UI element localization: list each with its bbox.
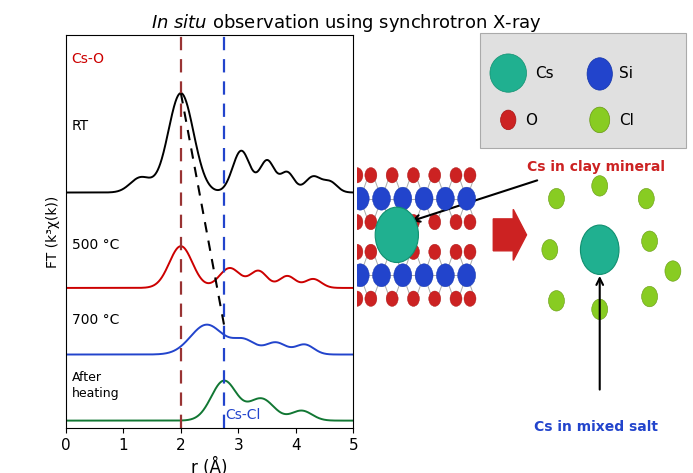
Circle shape: [386, 214, 398, 230]
Text: O: O: [525, 113, 537, 128]
Circle shape: [429, 214, 441, 230]
Circle shape: [415, 264, 433, 287]
Circle shape: [592, 299, 608, 320]
Circle shape: [638, 188, 654, 209]
Text: Cs-O: Cs-O: [71, 53, 105, 66]
Circle shape: [429, 167, 441, 183]
Circle shape: [351, 167, 363, 183]
Circle shape: [642, 231, 658, 252]
Text: Si: Si: [619, 66, 633, 81]
Circle shape: [450, 244, 462, 260]
Circle shape: [386, 291, 398, 307]
Circle shape: [351, 291, 363, 307]
Circle shape: [457, 264, 475, 287]
Circle shape: [542, 239, 558, 260]
Circle shape: [464, 214, 476, 230]
Circle shape: [548, 188, 565, 209]
Circle shape: [500, 110, 516, 130]
Circle shape: [386, 167, 398, 183]
Circle shape: [464, 291, 476, 307]
Circle shape: [365, 291, 377, 307]
Circle shape: [373, 187, 390, 210]
Circle shape: [375, 207, 419, 263]
Circle shape: [386, 244, 398, 260]
X-axis label: r (Å): r (Å): [191, 458, 228, 473]
Circle shape: [437, 264, 455, 287]
Ellipse shape: [490, 54, 527, 92]
Text: Cs-Cl: Cs-Cl: [226, 408, 261, 422]
Circle shape: [394, 187, 412, 210]
Circle shape: [581, 225, 619, 274]
Circle shape: [587, 58, 613, 90]
Circle shape: [450, 167, 462, 183]
Circle shape: [592, 175, 608, 196]
Circle shape: [351, 214, 363, 230]
Circle shape: [407, 167, 419, 183]
Circle shape: [642, 286, 658, 307]
Circle shape: [464, 167, 476, 183]
Circle shape: [548, 290, 565, 311]
Text: 700 °C: 700 °C: [71, 313, 119, 327]
Circle shape: [450, 214, 462, 230]
Circle shape: [407, 291, 419, 307]
FancyArrow shape: [493, 210, 527, 260]
Text: Cs in mixed salt: Cs in mixed salt: [534, 420, 658, 434]
Circle shape: [365, 214, 377, 230]
Circle shape: [429, 291, 441, 307]
Circle shape: [590, 107, 610, 133]
Circle shape: [407, 214, 419, 230]
Text: Cs: Cs: [535, 66, 554, 81]
Circle shape: [415, 187, 433, 210]
Circle shape: [351, 187, 369, 210]
Circle shape: [365, 167, 377, 183]
Circle shape: [429, 244, 441, 260]
Text: Cs in clay mineral: Cs in clay mineral: [527, 160, 665, 174]
Circle shape: [394, 264, 412, 287]
Text: After
heating: After heating: [71, 371, 119, 401]
FancyBboxPatch shape: [480, 33, 686, 148]
Text: 500 °C: 500 °C: [71, 238, 119, 252]
Circle shape: [464, 244, 476, 260]
Circle shape: [373, 264, 390, 287]
Circle shape: [407, 244, 419, 260]
Circle shape: [351, 244, 363, 260]
Circle shape: [437, 187, 455, 210]
Circle shape: [450, 291, 462, 307]
Circle shape: [351, 264, 369, 287]
Y-axis label: FT (k³χ(k)): FT (k³χ(k)): [46, 196, 60, 268]
Circle shape: [457, 187, 475, 210]
Circle shape: [365, 244, 377, 260]
Text: $\mathit{In\ situ}$ observation using synchrotron X-ray: $\mathit{In\ situ}$ observation using sy…: [151, 12, 542, 34]
Text: Cl: Cl: [619, 113, 633, 128]
Text: RT: RT: [71, 119, 89, 133]
Circle shape: [665, 261, 681, 281]
